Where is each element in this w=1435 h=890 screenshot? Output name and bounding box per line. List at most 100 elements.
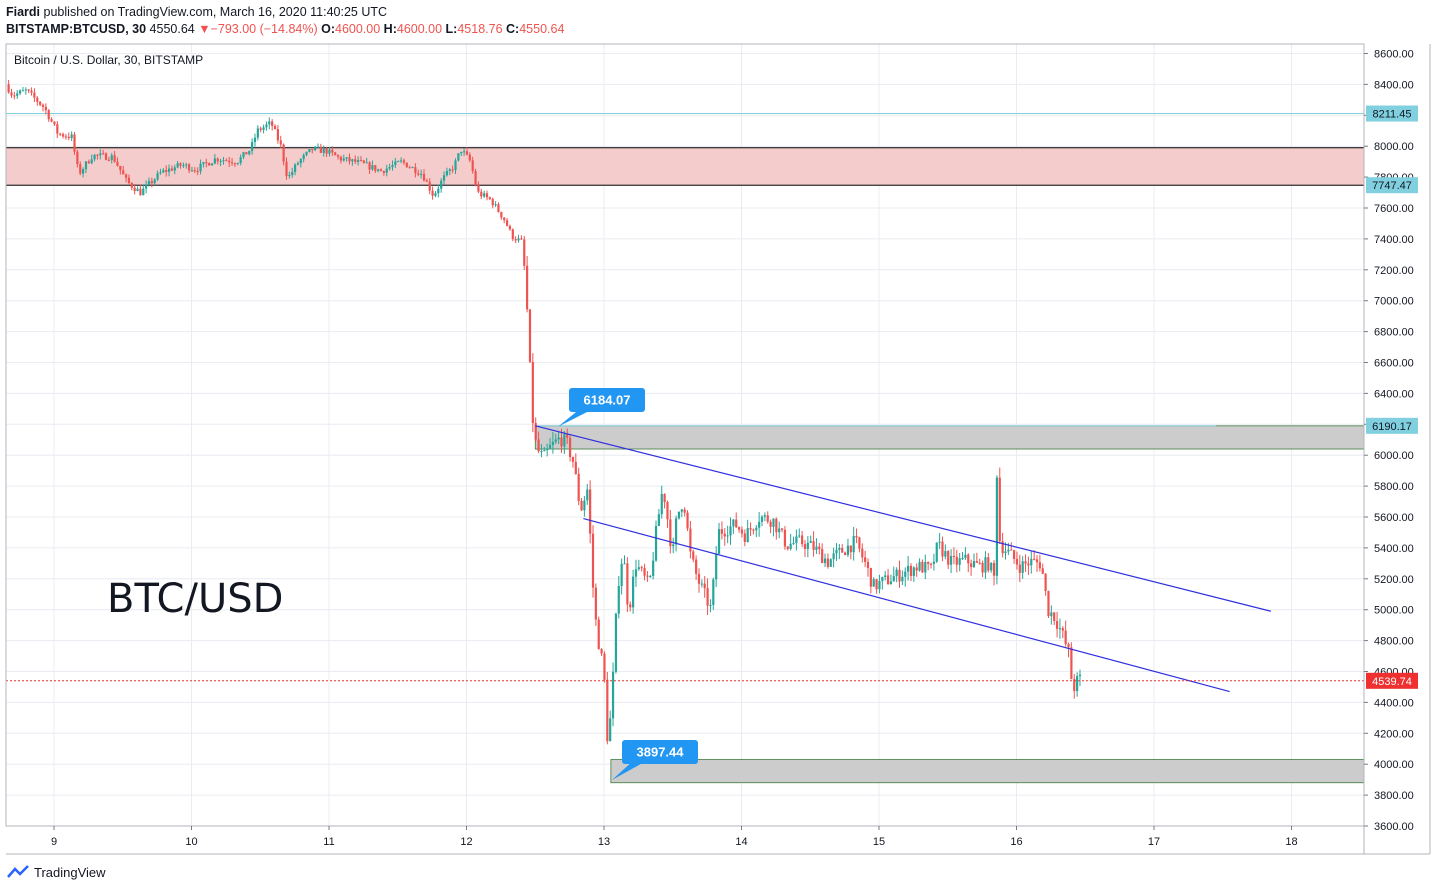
- candle-body: [978, 562, 981, 564]
- candle-body: [967, 554, 970, 564]
- candle-body: [145, 184, 148, 189]
- candle-body: [182, 165, 185, 167]
- candle-body: [964, 554, 967, 558]
- candle-body: [1035, 559, 1039, 563]
- candle-body: [543, 450, 546, 452]
- price-change: −793.00 (−14.84%): [210, 22, 318, 36]
- candle-body: [663, 493, 666, 502]
- candle-body: [743, 533, 746, 543]
- y-tick-label: 6000.00: [1374, 450, 1414, 462]
- candle-body: [408, 167, 411, 169]
- candle-body: [778, 528, 781, 533]
- candle-body: [1067, 644, 1070, 648]
- y-tick-label: 3600.00: [1374, 821, 1414, 833]
- time-axis[interactable]: 9 10 11 12 13 14 15 16 17 18: [51, 826, 1298, 848]
- candle-body: [451, 169, 454, 171]
- candle-body: [359, 160, 363, 162]
- candle-body: [600, 649, 603, 654]
- callout-low: 3897.44: [612, 740, 698, 781]
- candle-body: [279, 140, 282, 145]
- candle-body: [302, 154, 305, 160]
- candle-body: [990, 563, 993, 571]
- candle-body: [454, 160, 457, 171]
- candle-body: [414, 167, 417, 174]
- candle-body: [334, 152, 337, 156]
- candle-body: [339, 156, 343, 161]
- candle-body: [992, 563, 996, 576]
- candle-body: [7, 84, 10, 93]
- y-tick-label: 5600.00: [1374, 512, 1414, 524]
- candle-body: [537, 439, 540, 452]
- candle-body: [783, 529, 787, 547]
- candle-body: [405, 162, 408, 168]
- x-tick-label: 12: [460, 836, 472, 848]
- candle-body: [73, 134, 76, 152]
- candle-body: [674, 518, 678, 545]
- candle-body: [517, 238, 520, 241]
- open-value: 4600.00: [335, 22, 381, 36]
- candle-body: [377, 169, 380, 171]
- candle-body: [697, 573, 701, 584]
- candle-body: [1055, 621, 1059, 629]
- candle-body: [551, 441, 554, 445]
- candle-body: [276, 129, 279, 141]
- candle-body: [24, 89, 27, 91]
- candle-body: [918, 561, 921, 571]
- symbol-label[interactable]: BITSTAMP:BTCUSD, 30: [6, 22, 147, 36]
- candle-body: [328, 149, 331, 154]
- candle-body: [268, 121, 271, 125]
- candle-body: [614, 613, 618, 672]
- chart-overlays: 6184.07 3897.44: [6, 388, 1364, 781]
- candle-body: [666, 501, 669, 520]
- candle-body: [1064, 630, 1067, 645]
- candle-body: [1018, 564, 1021, 573]
- candle-body: [726, 535, 729, 537]
- candle-body: [474, 171, 477, 186]
- footer-brand[interactable]: TradingView: [34, 864, 106, 880]
- candle-body: [775, 518, 778, 533]
- candlestick-series: [7, 80, 1082, 745]
- candle-body: [159, 172, 162, 174]
- candle-body: [972, 561, 976, 567]
- x-tick-label: 13: [598, 836, 610, 848]
- candle-body: [76, 151, 79, 165]
- candle-body: [205, 162, 208, 164]
- price-axis[interactable]: 8600.008400.008200.008000.007800.007600.…: [1364, 49, 1418, 834]
- candle-body: [637, 567, 640, 570]
- candle-body: [285, 161, 288, 176]
- candle-body: [296, 163, 300, 165]
- candle-body: [422, 173, 426, 181]
- candle-body: [319, 146, 322, 153]
- candle-body: [823, 558, 827, 564]
- y-tick-label: 8400.00: [1374, 79, 1414, 91]
- candle-body: [924, 562, 927, 573]
- author-name[interactable]: Fiardi: [6, 5, 41, 19]
- tradingview-logo-icon[interactable]: [6, 863, 30, 881]
- publish-info: Fiardi published on TradingView.com, Mar…: [6, 4, 1426, 21]
- y-tick-label: 7000.00: [1374, 296, 1414, 308]
- candle-body: [680, 509, 683, 512]
- candle-body: [886, 575, 890, 584]
- candle-body: [505, 220, 509, 226]
- candle-body: [1058, 628, 1062, 630]
- candle-body: [571, 457, 575, 462]
- candle-body: [872, 579, 875, 587]
- candle-body: [36, 97, 39, 102]
- candle-body: [889, 581, 893, 584]
- candle-body: [737, 527, 741, 530]
- candle-body: [626, 563, 629, 605]
- candle-body: [769, 521, 772, 527]
- candle-body: [643, 568, 646, 576]
- candle-body: [428, 181, 431, 191]
- candle-body: [995, 477, 999, 576]
- candle-body: [382, 171, 385, 173]
- candle-body: [717, 529, 721, 554]
- candle-body: [102, 153, 105, 155]
- candle-body: [314, 146, 317, 151]
- candle-body: [222, 160, 225, 162]
- candle-body: [385, 168, 388, 173]
- candle-body: [190, 170, 194, 172]
- candle-body: [700, 583, 703, 585]
- candle-body: [130, 182, 133, 188]
